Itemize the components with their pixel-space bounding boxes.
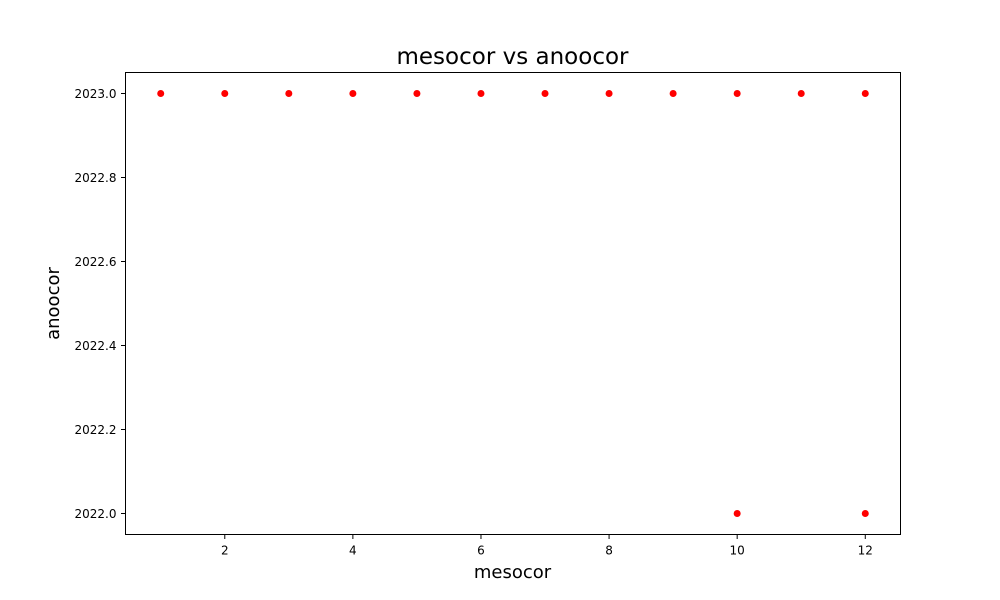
x-axis: 2 4 6 8 10 12 bbox=[221, 534, 873, 558]
x-tick-label: 8 bbox=[605, 544, 613, 558]
y-tick-label: 2023.0 bbox=[75, 87, 117, 101]
data-point bbox=[157, 90, 165, 97]
data-point bbox=[285, 90, 293, 97]
y-axis: 2022.0 2022.2 2022.4 2022.6 2022.8 2023.0 bbox=[75, 87, 126, 521]
data-point bbox=[605, 90, 613, 97]
data-point bbox=[413, 90, 421, 97]
data-point bbox=[349, 90, 357, 97]
y-tick-label: 2022.2 bbox=[75, 423, 117, 437]
x-tick-label: 6 bbox=[477, 544, 485, 558]
x-tick-label: 4 bbox=[349, 544, 357, 558]
y-axis-label: anoocor bbox=[43, 267, 64, 340]
y-tick-label: 2022.0 bbox=[75, 507, 117, 521]
data-points bbox=[157, 90, 869, 517]
x-tick-label: 12 bbox=[858, 544, 873, 558]
chart-title: mesocor vs anoocor bbox=[397, 44, 630, 70]
data-point bbox=[797, 90, 805, 97]
y-tick-label: 2022.8 bbox=[75, 171, 117, 185]
data-point bbox=[861, 90, 869, 97]
data-point bbox=[669, 90, 677, 97]
x-tick-label: 10 bbox=[730, 544, 745, 558]
y-tick-label: 2022.4 bbox=[75, 339, 117, 353]
data-point bbox=[477, 90, 485, 97]
data-point bbox=[861, 510, 869, 517]
data-point bbox=[733, 90, 741, 97]
y-tick-label: 2022.6 bbox=[75, 255, 117, 269]
data-point bbox=[541, 90, 549, 97]
x-tick-label: 2 bbox=[221, 544, 229, 558]
data-point bbox=[221, 90, 229, 97]
plot-area-frame bbox=[125, 72, 901, 535]
x-axis-label: mesocor bbox=[474, 562, 552, 583]
data-point bbox=[733, 510, 741, 517]
